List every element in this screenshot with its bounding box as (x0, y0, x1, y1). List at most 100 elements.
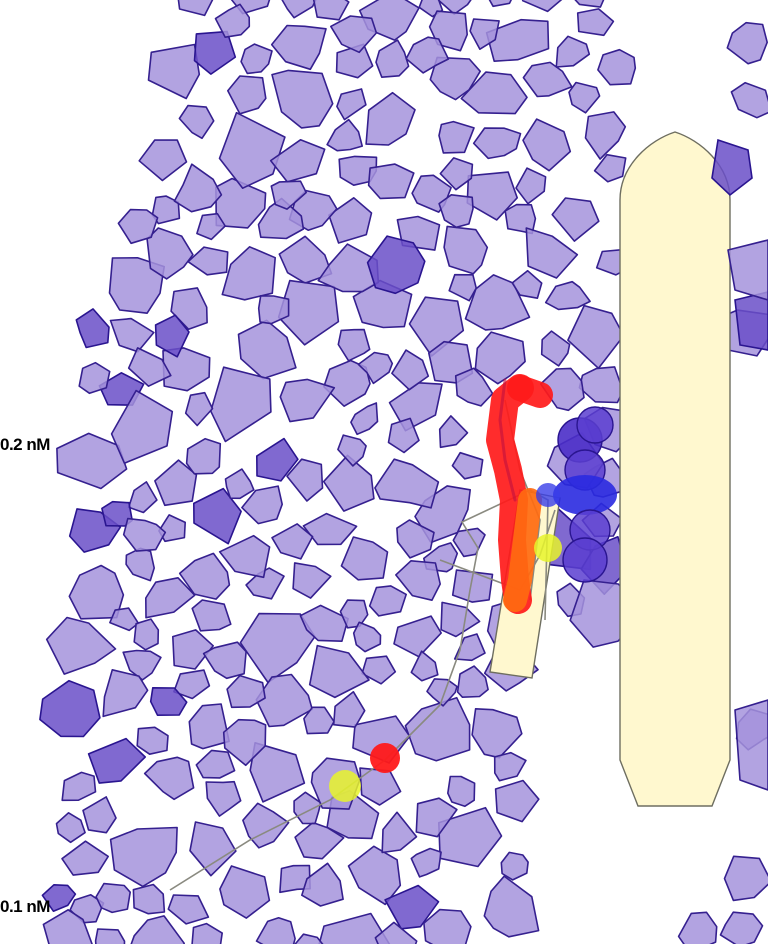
cell-polygon (191, 599, 232, 632)
cell-polygon (205, 780, 242, 817)
cell-polygon (440, 601, 481, 638)
cell-polygon (576, 8, 615, 37)
cell-polygon (138, 139, 188, 182)
scale-label-lower: 0.1 nM (0, 897, 50, 916)
cell-polygon (387, 417, 420, 454)
cell-polygon (202, 641, 247, 680)
cell-polygon (511, 269, 543, 299)
cell-polygon (322, 454, 375, 512)
cell-polygon (336, 88, 367, 121)
cell-polygon (438, 415, 469, 449)
cell-polygon (515, 167, 547, 205)
cell-polygon (504, 203, 537, 235)
cell-polygon (381, 811, 418, 854)
cell-polygon (185, 437, 222, 475)
cell-polygon (574, 0, 605, 8)
cell-polygon (292, 562, 332, 599)
cell-polygon (154, 459, 198, 507)
cell-polygon (494, 779, 540, 823)
cell-polygon (178, 104, 215, 140)
cell-polygon (61, 840, 109, 876)
cell-polygon (464, 274, 531, 331)
cell-polygon (240, 43, 273, 75)
cell-polygon (374, 458, 440, 509)
cell-polygon (544, 280, 591, 311)
cell-polygon (578, 366, 624, 404)
cell-polygon (109, 826, 178, 888)
cell-polygon (214, 3, 251, 38)
cell-polygon (102, 669, 149, 718)
cell-polygon (109, 607, 140, 632)
cell-polygon (597, 48, 637, 86)
cell-polygon (312, 0, 350, 21)
cell-polygon (147, 43, 201, 100)
cell-polygon (339, 599, 369, 629)
cell-polygon (136, 726, 169, 755)
cell-polygon (454, 367, 494, 407)
cell-polygon (149, 687, 188, 716)
cell-polygon (41, 884, 77, 912)
cell-polygon (330, 15, 378, 54)
scale-label-upper: 0.2 nM (0, 435, 50, 454)
cell-polygon (415, 797, 458, 838)
cell-polygon (158, 514, 186, 543)
cell-polygon (423, 908, 472, 944)
cell-polygon (350, 402, 379, 436)
cell-polygon (723, 855, 768, 902)
cell-polygon (109, 317, 155, 353)
cell-polygon (593, 153, 627, 183)
cell-polygon (410, 847, 442, 878)
cell-polygon (365, 91, 416, 146)
cell-polygon (227, 75, 267, 115)
cell-polygon (395, 560, 441, 601)
red-agent-2 (370, 743, 400, 773)
cell-polygon (187, 246, 229, 276)
cell-polygon (245, 567, 285, 600)
cell-polygon (677, 911, 718, 944)
cell-polygon (568, 81, 601, 114)
cell-polygon (474, 331, 526, 385)
cell-polygon (483, 875, 540, 938)
cell-polygon (127, 347, 172, 387)
cell-polygon (340, 536, 389, 581)
cell-polygon (301, 862, 344, 907)
cell-polygon (719, 911, 764, 944)
cell-polygon (172, 629, 214, 670)
cell-polygon (366, 235, 426, 295)
cell-polygon (391, 349, 430, 391)
cell-polygon (56, 432, 128, 490)
cell-polygon (154, 314, 190, 358)
cell-polygon (447, 775, 476, 808)
blue-agent-cluster (536, 406, 617, 583)
cell-polygon (522, 61, 573, 98)
cell-polygon (472, 127, 522, 160)
cell-polygon (195, 749, 236, 779)
cell-polygon (82, 796, 117, 834)
cell-polygon (255, 673, 313, 728)
cell-polygon (469, 18, 500, 50)
cell-polygon (255, 917, 296, 944)
cell-polygon (271, 523, 314, 560)
cell-polygon (488, 0, 513, 8)
cell-polygon (410, 650, 439, 682)
cell-polygon (87, 737, 146, 784)
cell-polygon (271, 69, 334, 129)
cell-polygon (196, 212, 226, 241)
cell-polygon (453, 633, 486, 662)
cell-polygon (337, 434, 367, 467)
cell-polygon (94, 928, 126, 944)
cell-polygon (286, 458, 324, 502)
cell-polygon (456, 665, 489, 698)
yellow-agent-2 (329, 770, 361, 802)
cell-polygon (367, 163, 415, 200)
cell-polygon (133, 618, 160, 651)
cell-polygon (500, 851, 529, 881)
cell-polygon (95, 882, 131, 914)
cell-polygon (270, 24, 327, 71)
cell-polygon (437, 0, 472, 15)
vessel-large (619, 131, 731, 807)
cell-polygon (359, 767, 402, 806)
yellow-agent-1 (534, 534, 562, 562)
cell-polygon (448, 273, 477, 302)
cell-polygon (308, 644, 370, 699)
